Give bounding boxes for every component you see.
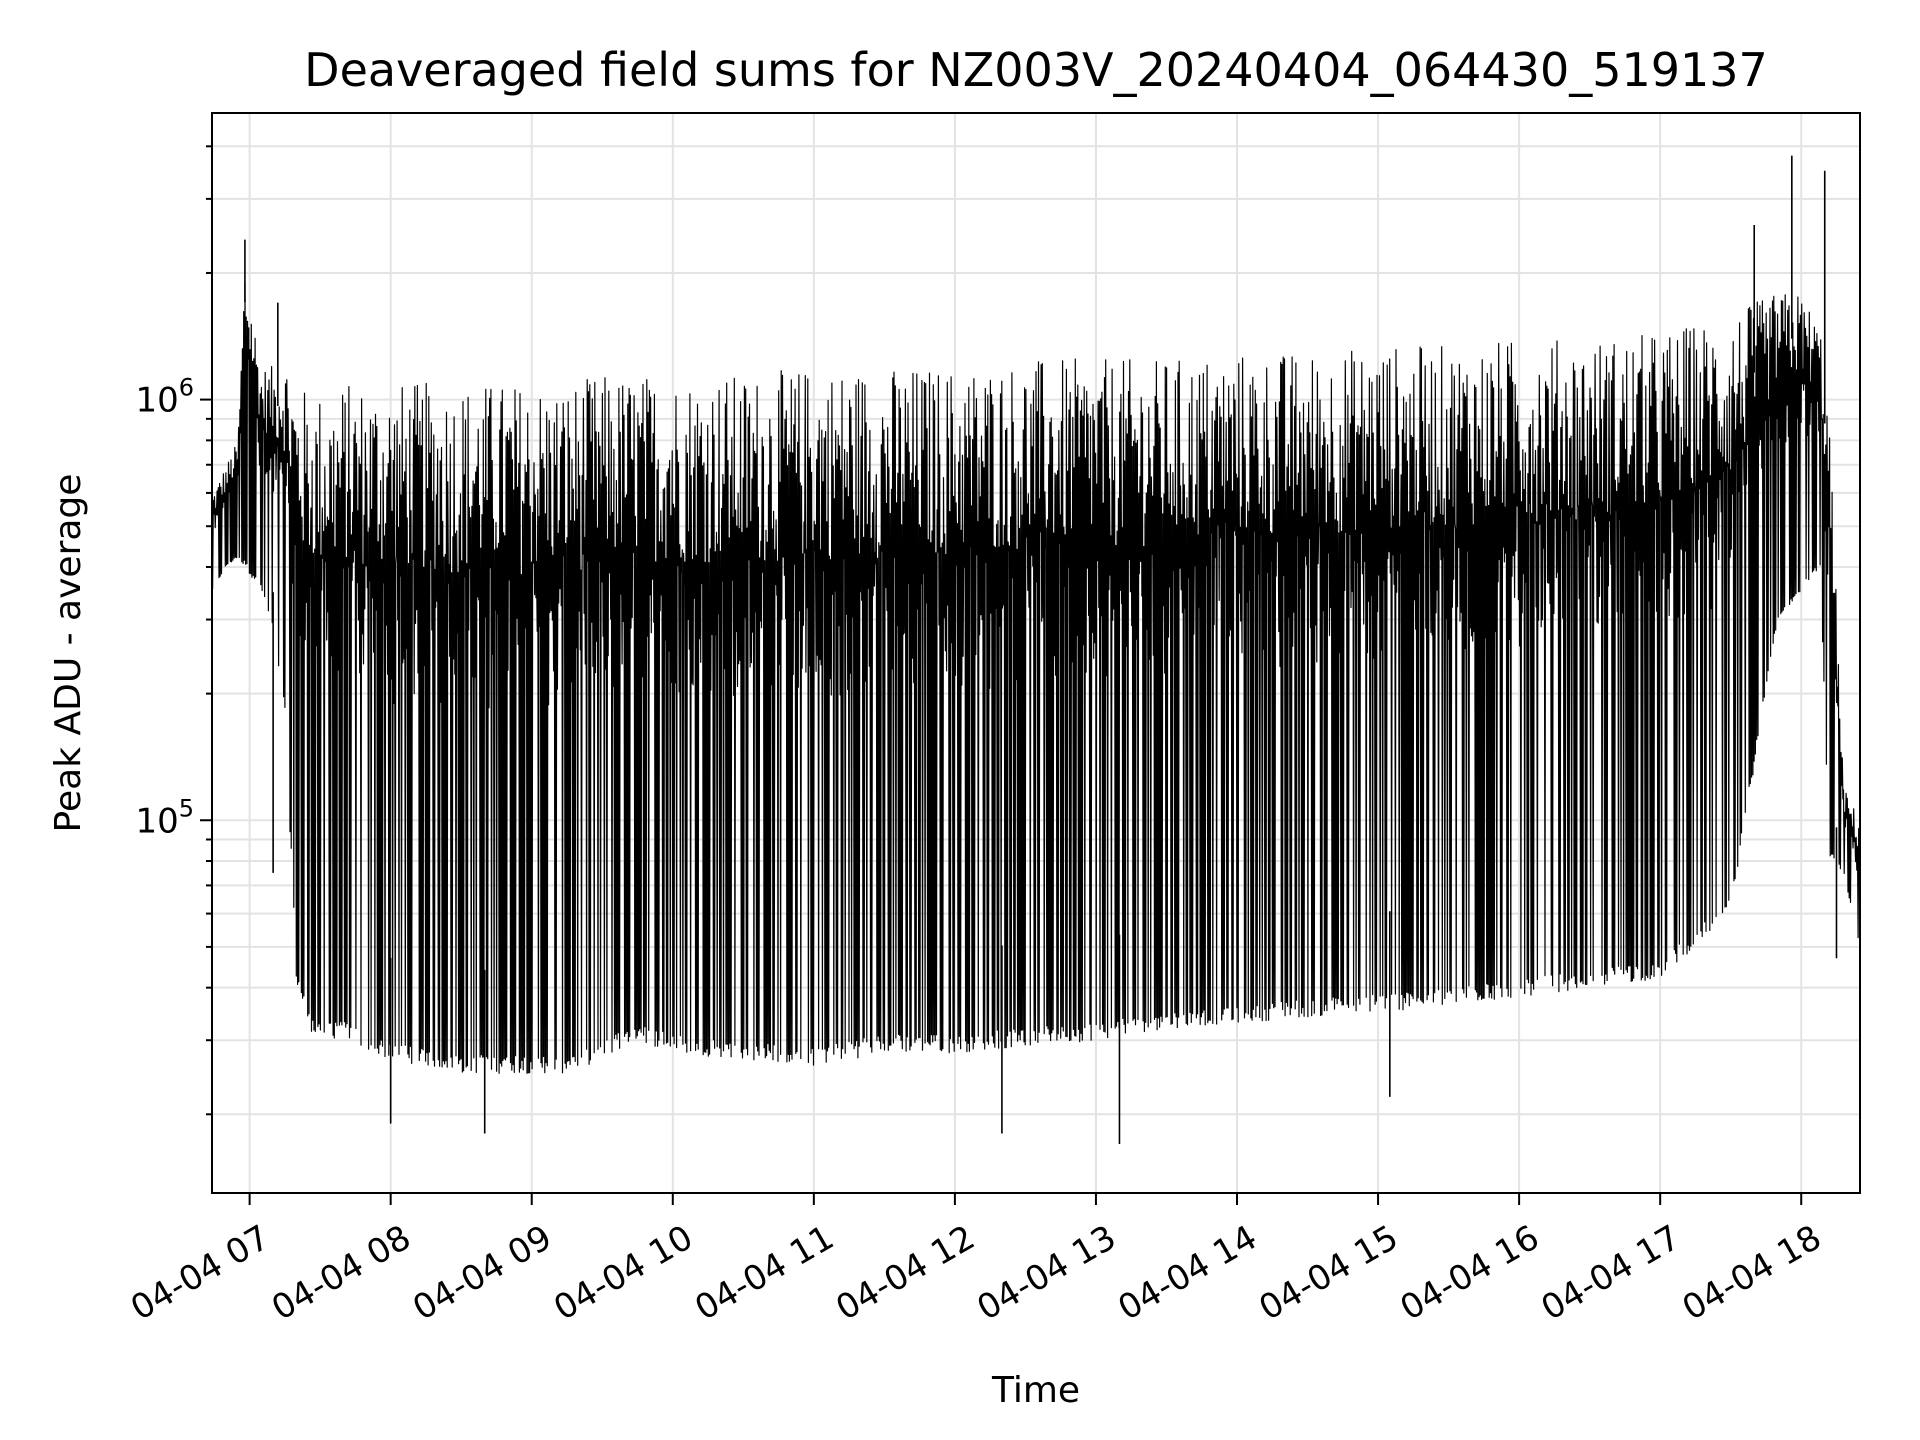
x-axis-label: Time: [991, 1370, 1080, 1411]
y-tick-label: 105: [135, 794, 194, 841]
y-axis-label: Peak ADU - average: [48, 474, 89, 833]
y-tick-label: 106: [135, 374, 194, 421]
data-series: [212, 155, 1860, 1144]
plot-frame: [211, 112, 1861, 1194]
chart-title: Deaveraged field sums for NZ003V_2024040…: [304, 43, 1768, 97]
series-line: [212, 281, 1860, 1074]
